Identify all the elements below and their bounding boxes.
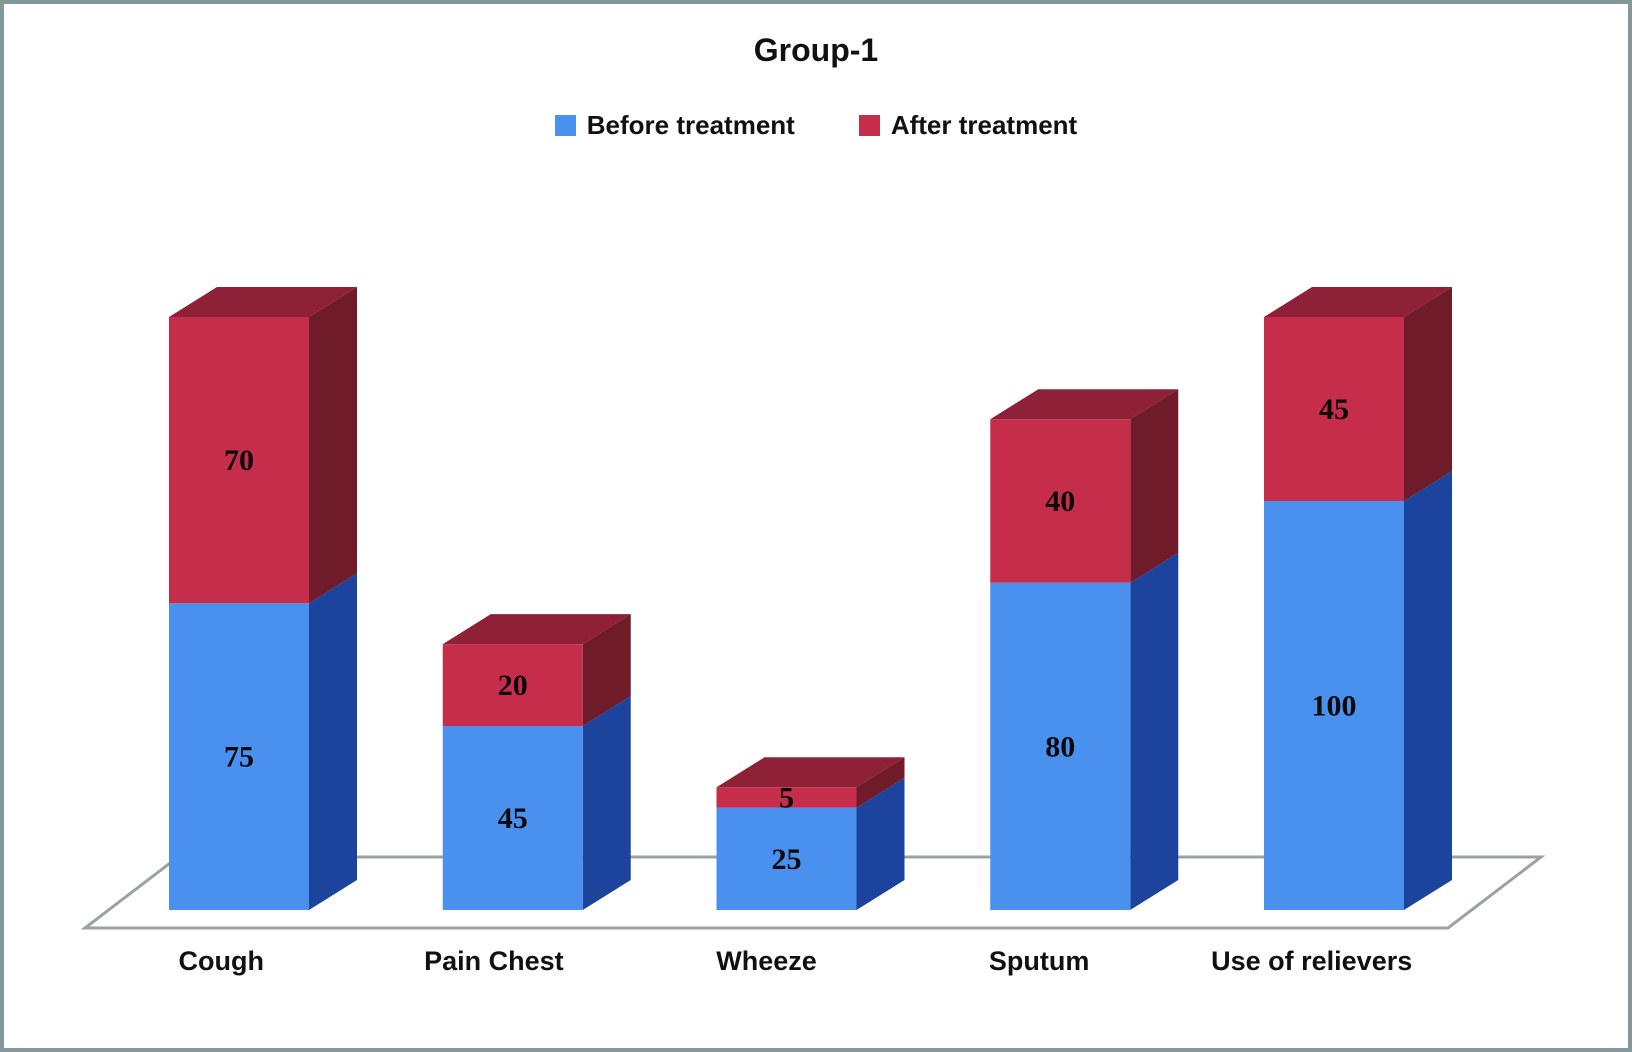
- bar-front-after-2: [716, 787, 857, 808]
- bar-side-after-3: [1130, 389, 1179, 583]
- category-label-3: Sputum: [989, 946, 1090, 976]
- bar-front-before-4: [1264, 501, 1404, 910]
- legend-item-after-treatment: After treatment: [858, 110, 1078, 141]
- bar-front-before-1: [442, 725, 583, 910]
- bar-side-before-0: [309, 573, 357, 910]
- legend-label-before: Before treatment: [586, 110, 795, 140]
- bar-side-before-1: [582, 695, 631, 910]
- value-label-after-1: 20: [498, 669, 528, 702]
- bar-front-after-4: [1264, 316, 1404, 501]
- value-label-before-2: 25: [772, 843, 802, 876]
- bar-side-after-0: [309, 286, 357, 604]
- value-label-after-4: 45: [1319, 393, 1349, 426]
- bar-side-before-4: [1404, 471, 1452, 910]
- bar-front-after-3: [990, 419, 1131, 583]
- value-label-before-3: 80: [1045, 730, 1075, 763]
- chart-floor: [80, 855, 1546, 930]
- bar-front-after-0: [169, 316, 309, 604]
- bar-side-after-2: [856, 757, 905, 808]
- bar-top-after-4: [1264, 286, 1452, 317]
- bar-side-before-2: [856, 777, 905, 910]
- value-label-after-2: 5: [779, 782, 794, 815]
- legend-swatch-before-icon: [554, 115, 576, 136]
- bar-side-after-1: [582, 614, 631, 726]
- legend-label-after: After treatment: [890, 110, 1078, 140]
- value-label-before-1: 45: [498, 802, 528, 835]
- value-label-after-0: 70: [224, 444, 254, 477]
- category-label-4: Use of relievers: [1211, 946, 1412, 976]
- legend-item-before-treatment: Before treatment: [554, 110, 795, 141]
- category-label-1: Pain Chest: [424, 946, 564, 976]
- category-label-2: Wheeze: [716, 946, 817, 976]
- bar-front-before-3: [990, 582, 1131, 910]
- chart-canvas: 75 70 Cough 45 20 Pain Chest 25 5 Wheeze 80 40 Sput…: [80, 286, 1546, 976]
- value-label-after-3: 40: [1045, 485, 1075, 518]
- bar-top-after-1: [442, 614, 631, 645]
- bar-side-after-4: [1404, 286, 1452, 501]
- bar-side-before-3: [1130, 552, 1179, 910]
- bar-top-after-3: [990, 389, 1179, 420]
- legend-swatch-after-icon: [858, 115, 880, 136]
- chart-title: Group-1: [753, 32, 879, 68]
- bar-front-before-2: [716, 807, 857, 910]
- value-label-before-0: 75: [224, 741, 254, 774]
- bar-front-before-0: [169, 603, 309, 910]
- bar-top-after-2: [716, 757, 905, 788]
- legend: Before treatment After treatment: [4, 110, 1628, 141]
- category-label-0: Cough: [179, 946, 264, 976]
- value-label-before-4: 100: [1312, 690, 1357, 723]
- bar-top-after-0: [169, 286, 357, 317]
- bar-front-after-1: [442, 644, 583, 726]
